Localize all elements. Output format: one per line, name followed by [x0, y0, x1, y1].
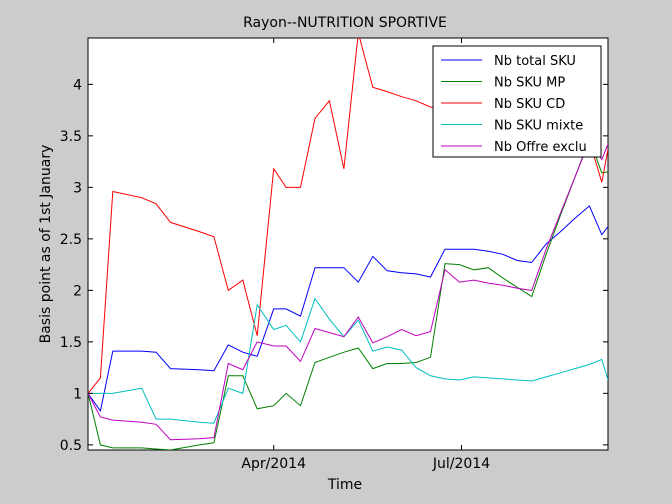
legend-label-5: Nb Offre exclu — [494, 140, 587, 155]
legend-label-3: Nb SKU CD — [494, 97, 565, 112]
x-tick-label: Apr/2014 — [241, 456, 306, 472]
x-axis-label: Time — [327, 477, 362, 493]
chart-title: Rayon--NUTRITION SPORTIVE — [243, 15, 447, 31]
series-line-4 — [88, 297, 608, 424]
legend-label-4: Nb SKU mixte — [494, 119, 583, 134]
series-line-1 — [88, 205, 608, 413]
legend-label-1: Nb total SKU — [494, 54, 576, 69]
y-tick-label: 1.5 — [60, 335, 82, 351]
y-tick-label: 3 — [73, 180, 82, 196]
series-line-2 — [88, 137, 608, 450]
y-tick-label: 3.5 — [60, 129, 82, 145]
axis-ticks: 0.5 1 1.5 2 2.5 3 3.5 4 Apr/2014 Jul/2014 — [60, 38, 608, 472]
y-tick-label: 2.5 — [60, 232, 82, 248]
y-tick-label: 1 — [73, 386, 82, 402]
x-tick-label: Jul/2014 — [432, 456, 490, 472]
y-tick-label: 4 — [73, 77, 82, 93]
legend-box — [432, 45, 602, 158]
y-tick-label: 0.5 — [60, 438, 82, 454]
series-line-5 — [88, 139, 608, 441]
series-lines — [88, 38, 608, 450]
legend: Nb total SKU Nb SKU MP Nb SKU CD Nb SKU mix… — [432, 45, 602, 158]
legend-label-2: Nb SKU MP — [494, 76, 565, 91]
y-axis-label: Basis point as of 1st January — [38, 145, 54, 344]
y-tick-label: 2 — [73, 283, 82, 299]
